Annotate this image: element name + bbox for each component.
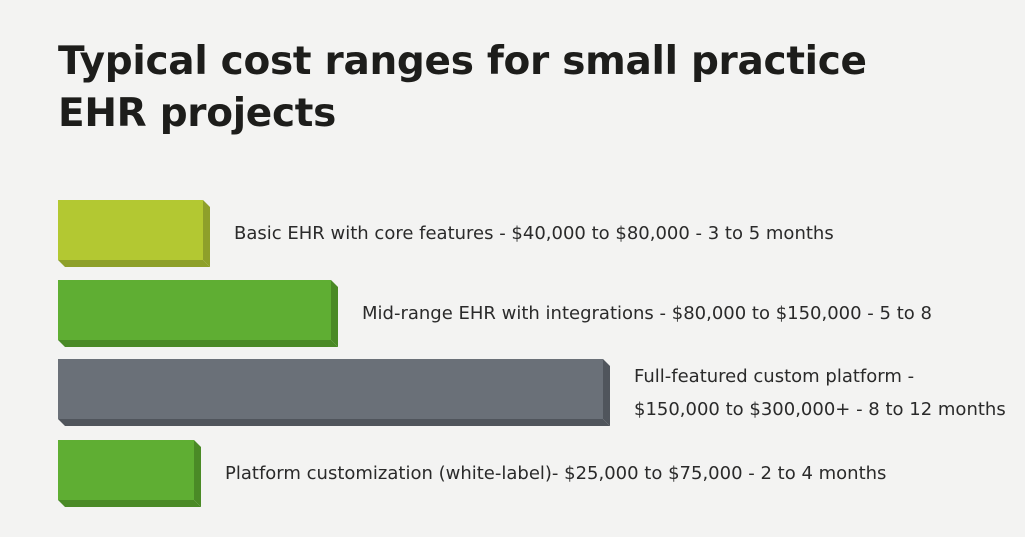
bar-4-face	[58, 440, 194, 500]
bar-3-label-line-2: $150,000 to $300,000+ - 8 to 12 months	[634, 399, 1006, 420]
bar-1-label: Basic EHR with core features - $40,000 t…	[234, 217, 834, 250]
bar-1-face	[58, 200, 203, 260]
bar-1-side	[203, 200, 210, 267]
bar-1-bottom	[58, 260, 210, 267]
bar-4-side	[194, 440, 201, 507]
bar-2-label: Mid-range EHR with integrations - $80,00…	[362, 297, 932, 330]
bar-3-bottom	[58, 419, 610, 426]
bar-1-label-line-1: Basic EHR with core features - $40,000 t…	[234, 223, 834, 244]
bar-4	[58, 440, 201, 507]
bar-2-side	[331, 280, 338, 347]
bar-2-bottom	[58, 340, 338, 347]
bar-3	[58, 359, 610, 426]
bar-2-face	[58, 280, 331, 340]
bar-3-side	[603, 359, 610, 426]
bar-3-label: Full-featured custom platform - $150,000 …	[634, 360, 1006, 426]
bar-2	[58, 280, 338, 347]
bar-4-bottom	[58, 500, 201, 507]
chart-title: Typical cost ranges for small practice E…	[58, 39, 867, 136]
bar-1	[58, 200, 210, 267]
bar-2-label-line-1: Mid-range EHR with integrations - $80,00…	[362, 303, 932, 324]
bar-4-label-line-1: Platform customization (white-label)- $2…	[225, 463, 887, 484]
bar-4-label: Platform customization (white-label)- $2…	[225, 457, 886, 490]
bar-3-label-line-1: Full-featured custom platform -	[634, 366, 915, 387]
bar-3-face	[58, 359, 603, 419]
